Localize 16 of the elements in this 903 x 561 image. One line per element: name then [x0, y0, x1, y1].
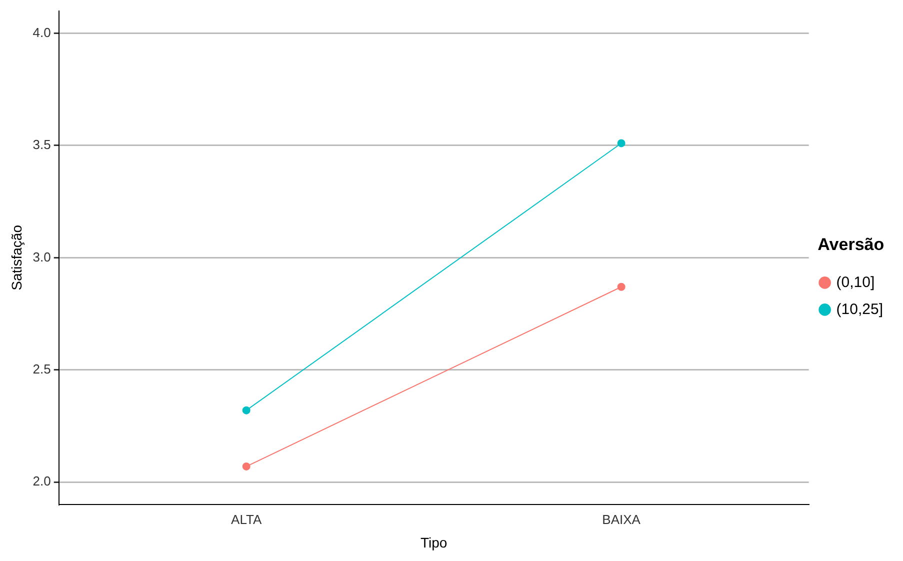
point: [617, 282, 626, 291]
legend-label: (10,25]: [836, 300, 884, 318]
legend-label: (0,10]: [836, 274, 875, 291]
y-tick-label: 2.0: [32, 474, 51, 489]
point: [617, 139, 626, 148]
x-axis-title: Tipo: [420, 534, 448, 550]
y-tick-label: 3.0: [32, 249, 51, 264]
point: [242, 462, 250, 470]
y-tick-label: 4.0: [32, 24, 51, 40]
y-tick-label: 2.5: [32, 362, 51, 377]
point: [242, 406, 250, 414]
x-tick-label: ALTA: [231, 512, 262, 527]
y-axis-title: Satisfação: [8, 224, 24, 290]
y-tick-label: 3.5: [32, 137, 51, 152]
legend-title: Aversão: [818, 234, 884, 254]
x-tick-label: BAIXA: [602, 512, 641, 527]
